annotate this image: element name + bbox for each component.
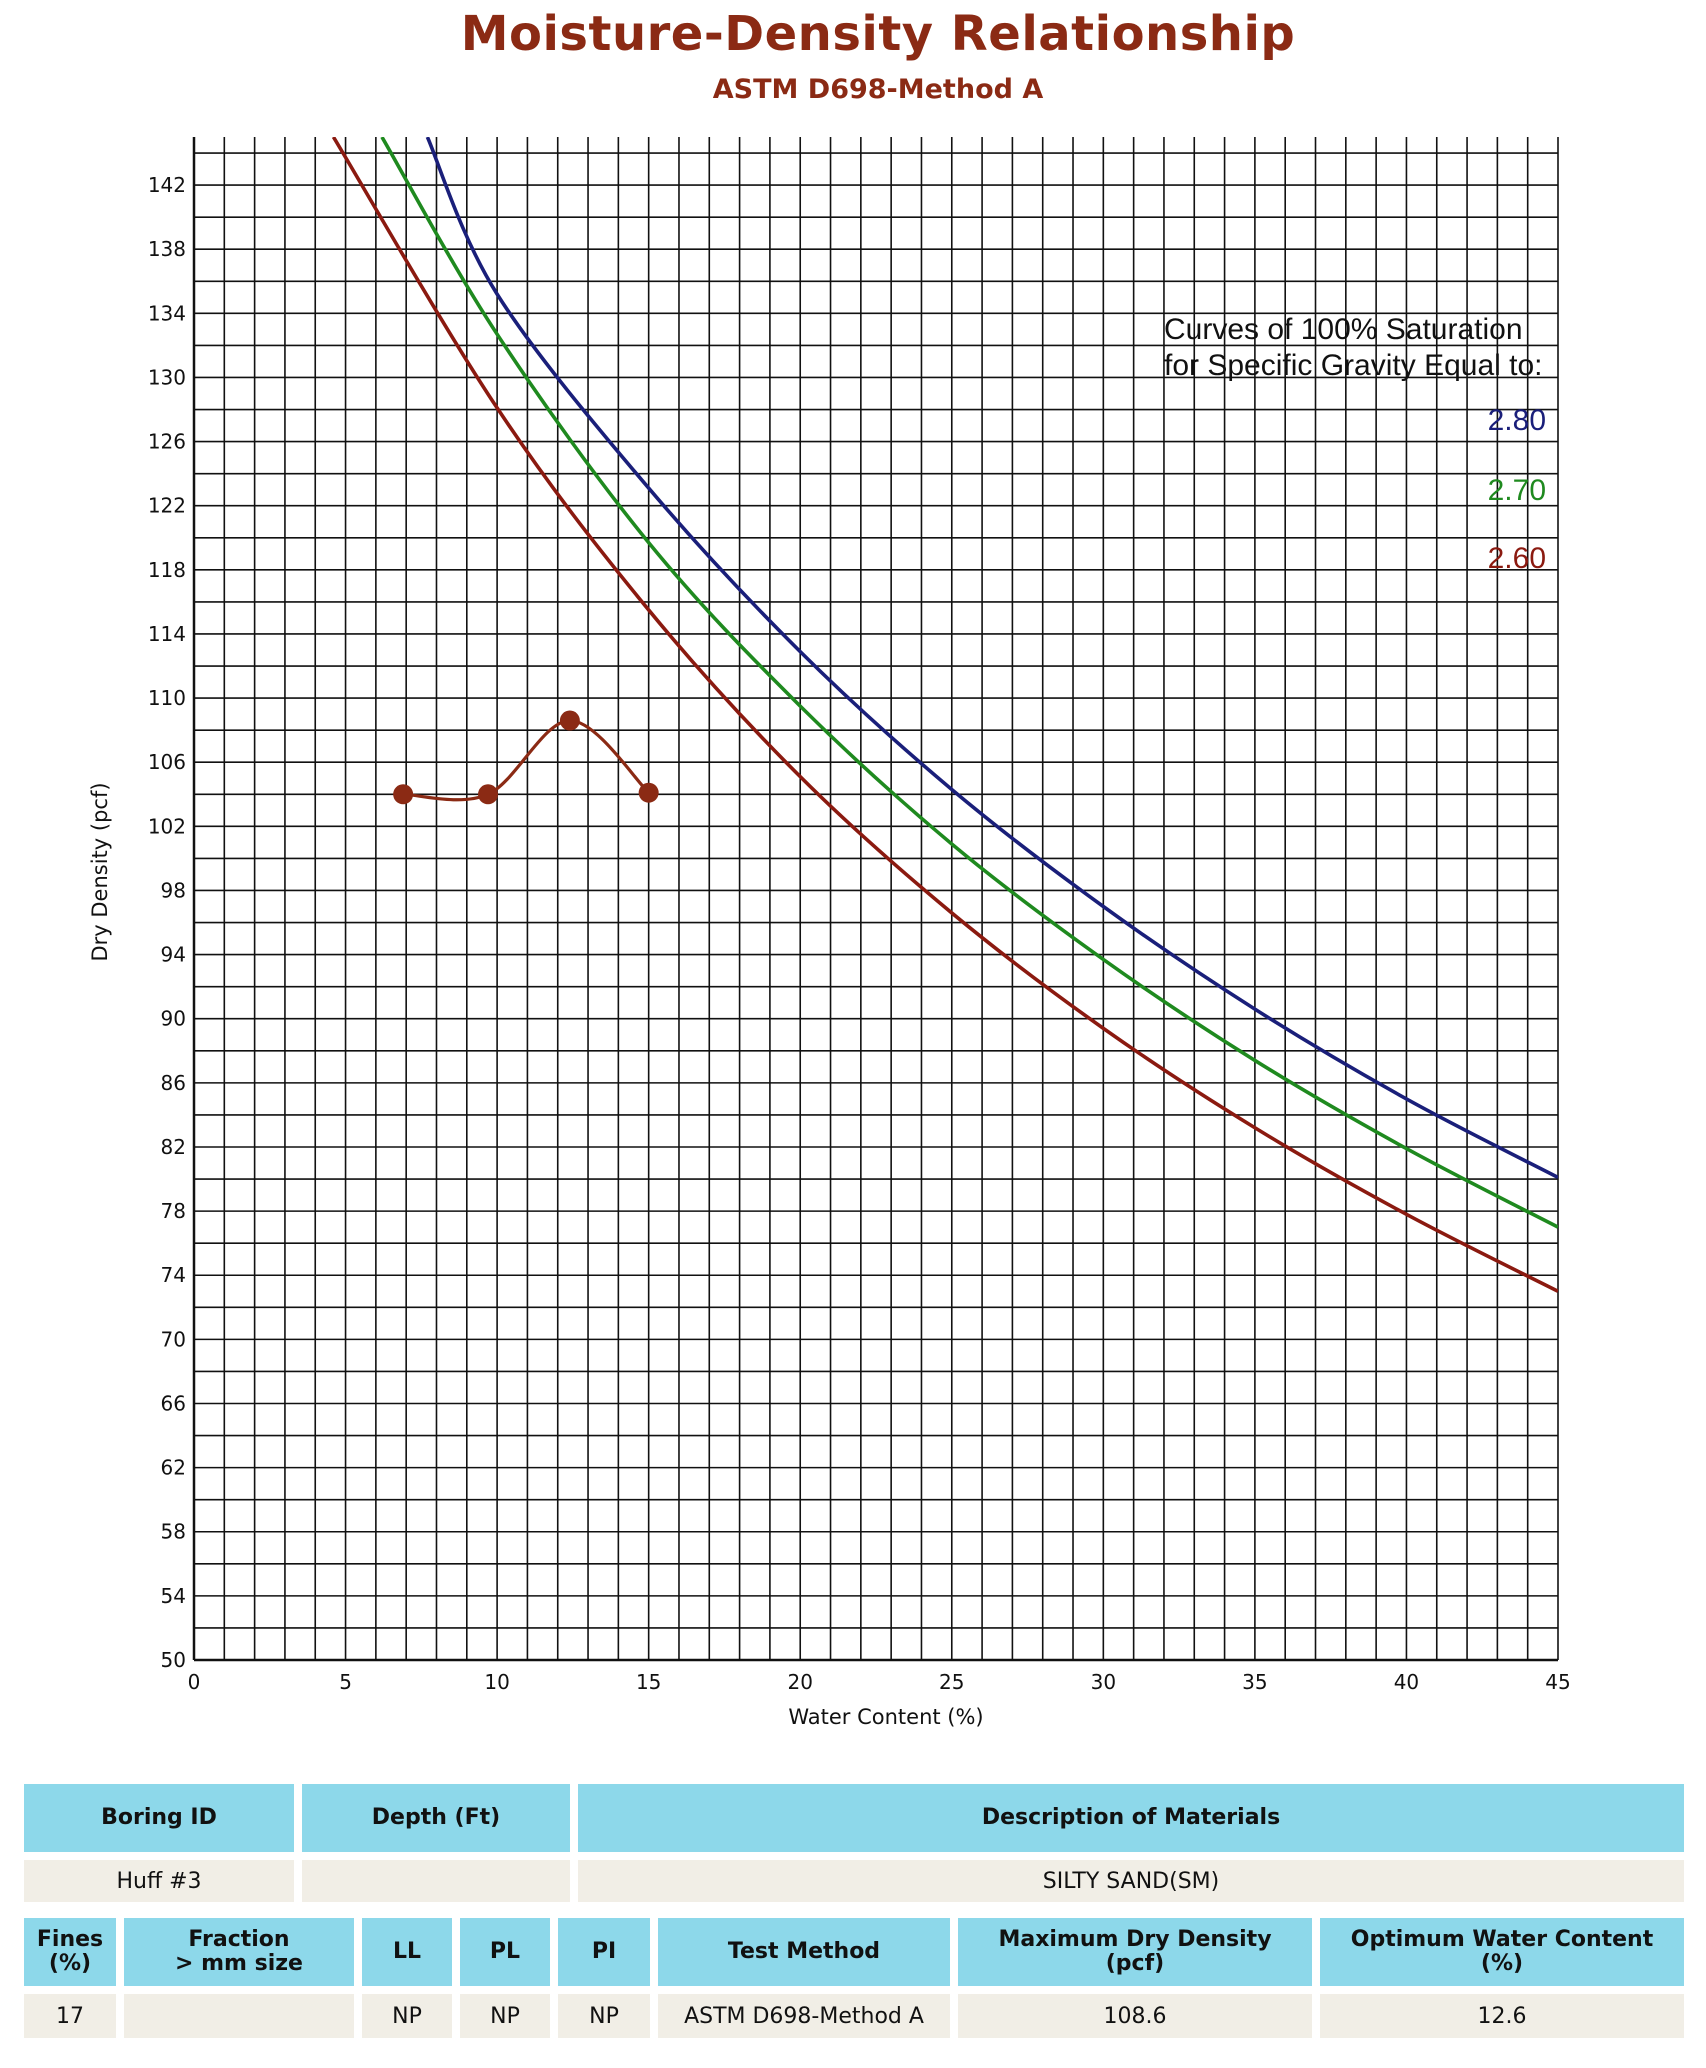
legend-item-2-80: 2.80 — [1487, 404, 1546, 437]
y-tick-label: 94 — [161, 943, 186, 967]
series — [331, 137, 1558, 1293]
y-tick-label: 66 — [161, 1391, 186, 1415]
test-point — [638, 782, 659, 803]
y-tick-label: 122 — [148, 494, 186, 518]
legend-heading-line2: for Specific Gravity Equal to: — [1164, 349, 1543, 382]
test-point — [478, 784, 499, 805]
cell-fines: 17 — [24, 1994, 116, 2038]
test-results-table: Fines (%) Fraction > mm size LL PL PI Test… — [16, 1910, 1692, 2046]
x-tick-label: 25 — [939, 1670, 964, 1694]
sample-info-table: Boring ID Depth (Ft) Description of Mate… — [16, 1776, 1692, 1910]
header-line: Optimum Water Content — [1350, 1927, 1654, 1952]
header-line: Maximum Dry Density — [998, 1927, 1272, 1952]
cell-optimum-water-content: 12.6 — [1320, 1994, 1684, 2038]
y-tick-label: 114 — [148, 622, 186, 646]
y-tick-label: 54 — [161, 1584, 186, 1608]
y-tick-label: 118 — [148, 558, 186, 582]
y-tick-label: 50 — [161, 1648, 186, 1672]
cell-ll: NP — [362, 1994, 452, 2038]
x-tick-label: 40 — [1394, 1670, 1419, 1694]
cell-test-method: ASTM D698-Method A — [658, 1994, 950, 2038]
test-point — [559, 710, 580, 731]
cell-boring-id: Huff #3 — [24, 1860, 294, 1902]
y-tick-label: 102 — [148, 814, 186, 838]
x-tick-label: 35 — [1242, 1670, 1267, 1694]
y-tick-label: 62 — [161, 1456, 186, 1480]
y-tick-label: 98 — [161, 878, 186, 902]
table-row: 17 NP NP NP ASTM D698-Method A 108.6 12.… — [24, 1994, 1684, 2038]
y-tick-label: 138 — [148, 237, 186, 261]
legend-item-2-60: 2.60 — [1487, 542, 1546, 575]
header-fraction: Fraction > mm size — [124, 1918, 354, 1986]
test-point — [393, 784, 414, 805]
compaction-curve — [403, 718, 650, 802]
legend-heading-line1: Curves of 100% Saturation — [1164, 313, 1523, 346]
x-tick-label: 30 — [1091, 1670, 1116, 1694]
header-line: > mm size — [175, 1951, 303, 1976]
header-pl: PL — [460, 1918, 550, 1986]
y-tick-label: 70 — [161, 1327, 186, 1351]
legend-item-2-70: 2.70 — [1487, 474, 1546, 507]
cell-depth — [302, 1860, 570, 1902]
cell-pl: NP — [460, 1994, 550, 2038]
y-tick-label: 110 — [148, 686, 186, 710]
header-description: Description of Materials — [578, 1784, 1684, 1852]
x-tick-label: 5 — [339, 1670, 352, 1694]
y-tick-label: 90 — [161, 1007, 186, 1031]
y-tick-label: 142 — [148, 173, 186, 197]
cell-pi: NP — [558, 1994, 650, 2038]
cell-fraction — [124, 1994, 354, 2038]
table-header-row: Fines (%) Fraction > mm size LL PL PI Test… — [24, 1918, 1684, 1986]
header-pi: PI — [558, 1918, 650, 1986]
x-tick-label: 15 — [636, 1670, 661, 1694]
chart-title: Moisture-Density Relationship — [460, 6, 1296, 62]
y-tick-label: 134 — [148, 301, 186, 325]
header-line: Fines — [36, 1927, 104, 1952]
header-line: (%) — [48, 1951, 92, 1976]
header-line: (%) — [1480, 1951, 1524, 1976]
y-tick-label: 86 — [161, 1071, 186, 1095]
y-axis-label: Dry Density (pcf) — [88, 782, 112, 961]
y-tick-label: 58 — [161, 1520, 186, 1544]
table-header-row: Boring ID Depth (Ft) Description of Mate… — [24, 1784, 1684, 1852]
grid — [193, 137, 1559, 1661]
header-line: Fraction — [188, 1927, 290, 1952]
header-fines: Fines (%) — [24, 1918, 116, 1986]
header-ll: LL — [362, 1918, 452, 1986]
axes: 0 5 10 15 20 25 30 35 40 45 50 54 58 62 66 70 74 78 82 86 90… — [148, 137, 1571, 1694]
header-depth: Depth (Ft) — [302, 1784, 570, 1852]
x-axis-label: Water Content (%) — [788, 1705, 983, 1729]
cell-max-dry-density: 108.6 — [958, 1994, 1312, 2038]
header-test-method: Test Method — [658, 1918, 950, 1986]
y-tick-label: 126 — [148, 430, 186, 454]
header-max-dry-density: Maximum Dry Density (pcf) — [958, 1918, 1312, 1986]
y-tick-label: 74 — [161, 1263, 186, 1287]
moisture-density-chart: 0 5 10 15 20 25 30 35 40 45 50 54 58 62 66 70 74 78 82 86 90… — [88, 137, 1571, 1729]
x-tick-label: 0 — [188, 1670, 201, 1694]
y-tick-label: 82 — [161, 1135, 186, 1159]
header-boring-id: Boring ID — [24, 1784, 294, 1852]
x-tick-label: 20 — [787, 1670, 812, 1694]
table-row: Huff #3 SILTY SAND(SM) — [24, 1860, 1684, 1902]
cell-description: SILTY SAND(SM) — [578, 1860, 1684, 1902]
y-tick-label: 106 — [148, 750, 186, 774]
saturation-curve-2-70 — [380, 137, 1558, 1229]
chart-subtitle: ASTM D698-Method A — [712, 74, 1044, 105]
y-tick-label: 78 — [161, 1199, 186, 1223]
legend-heading: Curves of 100% Saturation for Specific G… — [1164, 312, 1543, 384]
header-optimum-water-content: Optimum Water Content (%) — [1320, 1918, 1684, 1986]
x-tick-label: 45 — [1545, 1670, 1570, 1694]
header-line: (pcf) — [1105, 1951, 1165, 1976]
saturation-curve-2-60 — [331, 137, 1558, 1293]
saturation-curve-2-80 — [425, 137, 1558, 1180]
y-tick-label: 130 — [148, 365, 186, 389]
x-tick-label: 10 — [484, 1670, 509, 1694]
